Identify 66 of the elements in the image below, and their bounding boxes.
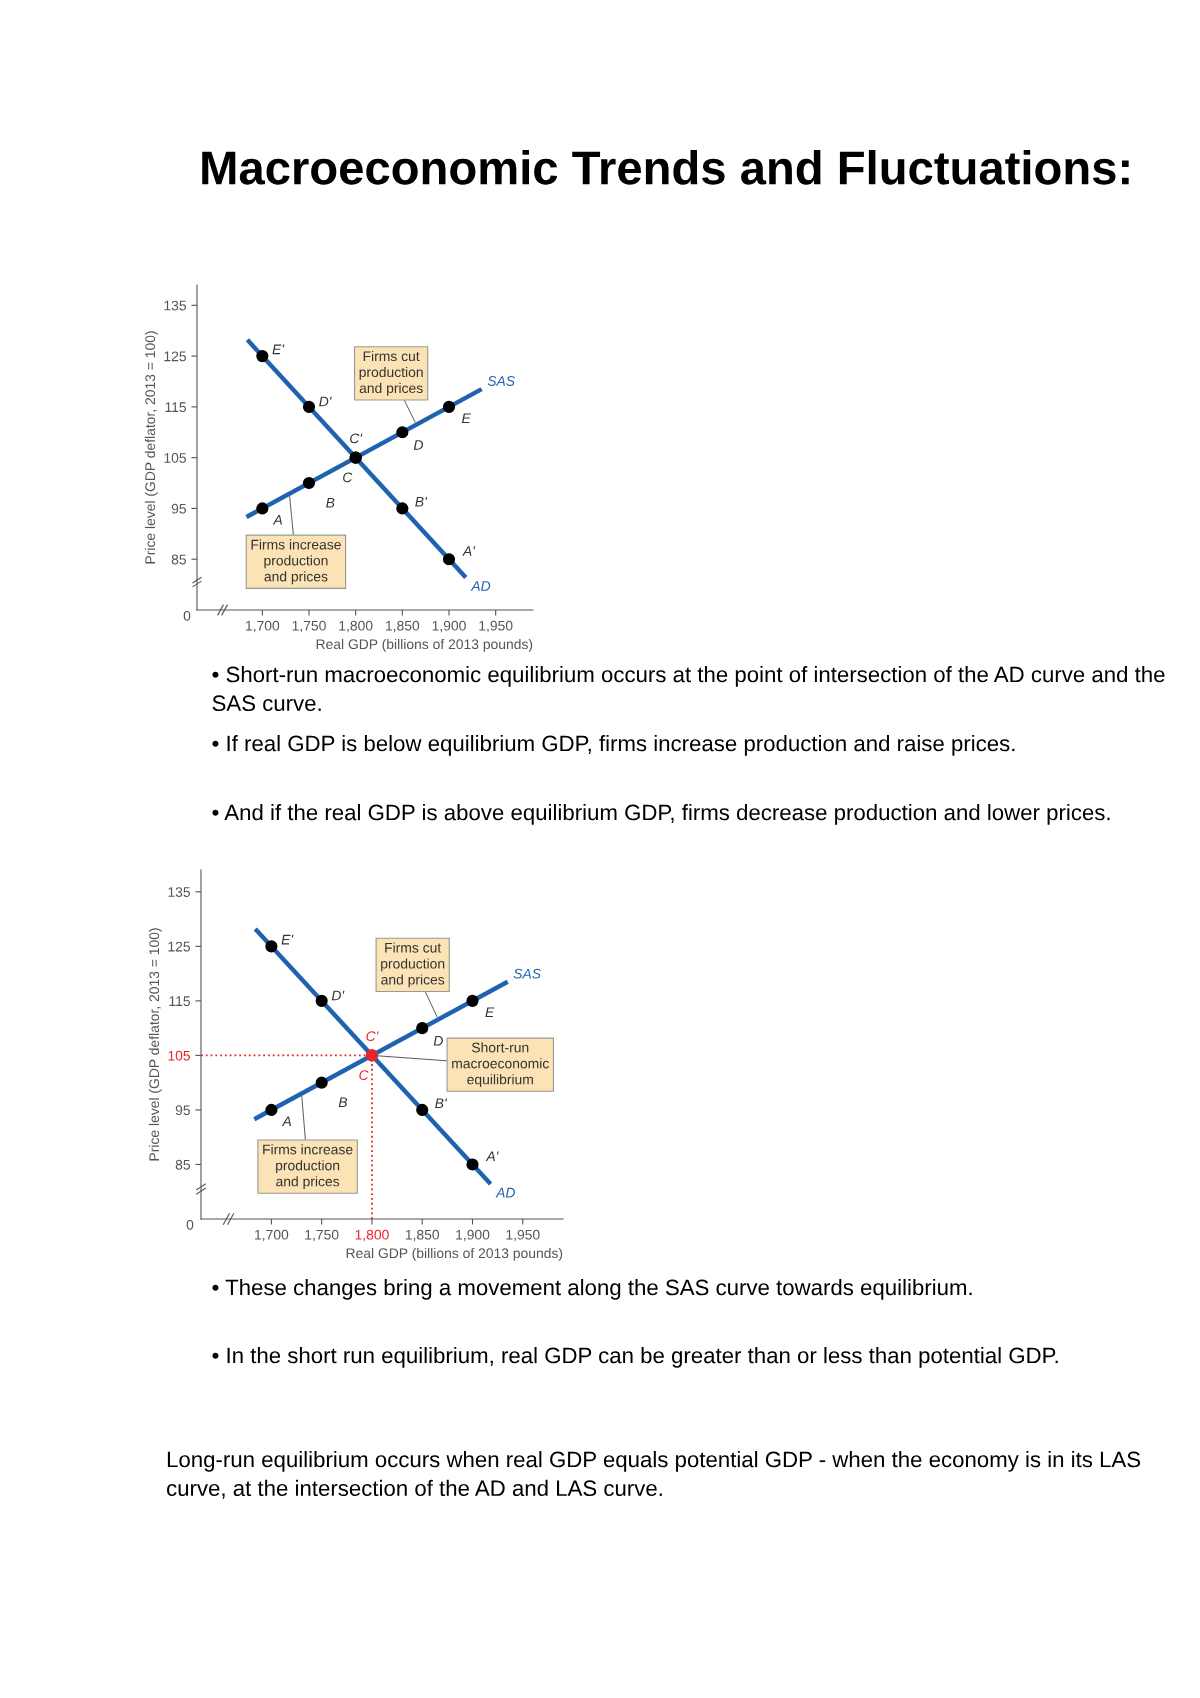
x-axis-title: Real GDP (billions of 2013 pounds) [316, 638, 533, 652]
series-label: E' [281, 934, 294, 945]
text: 0 [186, 1219, 194, 1230]
x-tick-label: 1,900 [432, 620, 466, 633]
series-label: B' [415, 496, 428, 507]
x-tick-label: 1,800 [355, 1229, 389, 1242]
text: • And if the real GDP is above equilibrium GDP, firms decrease production and lower prices. [212, 804, 1110, 825]
x-tick-label: 1,700 [255, 1229, 289, 1242]
y-tick-label: 135 [168, 887, 190, 897]
series-label: D' [319, 396, 332, 407]
text: 0 [183, 610, 191, 621]
series-label: AD [495, 1187, 515, 1198]
series-label: B' [435, 1098, 448, 1108]
y-tick-label: 105 [164, 452, 186, 463]
series-label: SAS [513, 968, 541, 979]
series-label: C' [366, 1031, 379, 1042]
x-tick-label: 1,800 [339, 620, 373, 633]
text: • Short-run macroeconomic equilibrium occurs at the point of intersection of the AD curve and the SAS curve. [212, 666, 1165, 712]
y-tick-label: 85 [171, 554, 186, 565]
text: • In the short run equilibrium, real GDP can be greater than or less than potential GDP. [212, 1347, 1058, 1368]
series-label: A' [485, 1151, 499, 1162]
series-label: E [485, 1007, 495, 1017]
series-label: SAS [487, 376, 515, 386]
text: Macroeconomic Trends and Fluctuations: [202, 150, 1129, 185]
y-tick-label: 85 [175, 1159, 190, 1170]
annotation: Firms cut production and prices [359, 350, 423, 396]
x-tick-label: 1,850 [386, 620, 420, 633]
y-tick-label: 115 [165, 402, 186, 413]
x-tick-label: 1,750 [292, 620, 326, 633]
annotation: Firms increase production and prices [251, 539, 341, 585]
y-tick-label: 95 [171, 503, 186, 514]
y-tick-label: 105 [168, 1050, 190, 1061]
x-tick-label: 1,750 [305, 1229, 339, 1242]
x-tick-label: 1,950 [506, 1229, 540, 1242]
series-label: A' [462, 546, 476, 556]
series-label: B [338, 1097, 348, 1108]
y-tick-label: 125 [168, 941, 190, 952]
y-tick-label: 115 [169, 996, 190, 1007]
series-label: E [461, 413, 471, 423]
series-label: E' [272, 344, 285, 355]
annotation: Firms cut production and prices [381, 942, 445, 988]
annotation: Firms increase production and prices [263, 1144, 353, 1190]
x-tick-label: 1,850 [405, 1229, 440, 1242]
series-label: A [272, 514, 282, 525]
y-tick-label: 135 [164, 300, 186, 311]
series-label: C [343, 472, 353, 483]
y-axis-title: Price level (GDP deflator, 2013 = 100) [144, 331, 158, 564]
x-axis-title: Real GDP (billions of 2013 pounds) [346, 1247, 563, 1261]
series-label: D' [331, 990, 345, 1001]
text: Long-run equilibrium occurs when real GDP equals potential GDP - when the economy is in its LAS curve, at the intersection of the AD and LAS curve. [167, 1451, 1141, 1499]
x-tick-label: 1,700 [246, 620, 280, 633]
series-label: D [433, 1036, 443, 1046]
y-tick-label: 125 [164, 351, 186, 362]
x-tick-label: 1,950 [479, 620, 513, 633]
x-tick-label: 1,900 [456, 1229, 490, 1242]
text: • These changes bring a movement along the SAS curve towards equilibrium. [212, 1279, 972, 1300]
series-label: D [413, 440, 424, 450]
series-label: AD [470, 581, 491, 591]
annotation: Short-run macroeconomic equilibrium [452, 1042, 549, 1088]
text: • If real GDP is below equilibrium GDP, firms increase production and raise prices. [212, 735, 1015, 756]
y-axis-title: Price level (GDP deflator, 2013 = 100) [148, 928, 162, 1161]
series-label: C' [350, 433, 363, 444]
y-tick-label: 95 [175, 1105, 190, 1116]
series-label: A [281, 1116, 292, 1127]
series-label: C [359, 1070, 369, 1080]
series-label: B [326, 497, 335, 508]
